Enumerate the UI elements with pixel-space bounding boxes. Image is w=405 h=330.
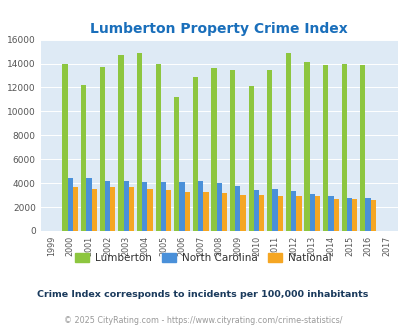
Bar [285, 53, 290, 231]
Bar [364, 197, 370, 231]
Bar [73, 187, 78, 231]
Text: © 2025 CityRating.com - https://www.cityrating.com/crime-statistics/: © 2025 CityRating.com - https://www.city… [64, 316, 341, 325]
Bar [272, 188, 277, 231]
Bar [174, 97, 179, 231]
Bar [240, 194, 245, 231]
Bar [81, 85, 86, 231]
Bar [184, 191, 190, 231]
Bar [309, 194, 314, 231]
Bar [147, 188, 152, 231]
Bar [341, 63, 346, 231]
Bar [253, 190, 258, 231]
Title: Lumberton Property Crime Index: Lumberton Property Crime Index [90, 22, 347, 36]
Bar [234, 186, 240, 231]
Bar [248, 86, 253, 231]
Bar [359, 65, 364, 231]
Bar [322, 65, 328, 231]
Bar [142, 182, 147, 231]
Legend: Lumberton, North Carolina, National: Lumberton, North Carolina, National [70, 249, 335, 267]
Bar [346, 197, 351, 231]
Bar [304, 62, 309, 231]
Bar [266, 70, 272, 231]
Bar [221, 193, 226, 231]
Bar [136, 53, 142, 231]
Bar [155, 63, 160, 231]
Bar [166, 190, 171, 231]
Bar [258, 195, 264, 231]
Bar [296, 196, 301, 231]
Bar [92, 188, 97, 231]
Bar [203, 191, 208, 231]
Bar [128, 187, 134, 231]
Bar [179, 182, 184, 231]
Bar [68, 178, 73, 231]
Bar [160, 182, 166, 231]
Bar [333, 199, 338, 231]
Bar [351, 199, 356, 231]
Text: Crime Index corresponds to incidents per 100,000 inhabitants: Crime Index corresponds to incidents per… [37, 290, 368, 299]
Bar [100, 67, 105, 231]
Bar [86, 178, 92, 231]
Bar [314, 196, 320, 231]
Bar [211, 68, 216, 231]
Bar [198, 181, 203, 231]
Bar [62, 63, 68, 231]
Bar [118, 55, 123, 231]
Bar [370, 201, 375, 231]
Bar [110, 187, 115, 231]
Bar [328, 196, 333, 231]
Bar [192, 77, 198, 231]
Bar [216, 183, 221, 231]
Bar [229, 70, 234, 231]
Bar [105, 181, 110, 231]
Bar [290, 191, 296, 231]
Bar [277, 196, 282, 231]
Bar [123, 181, 128, 231]
